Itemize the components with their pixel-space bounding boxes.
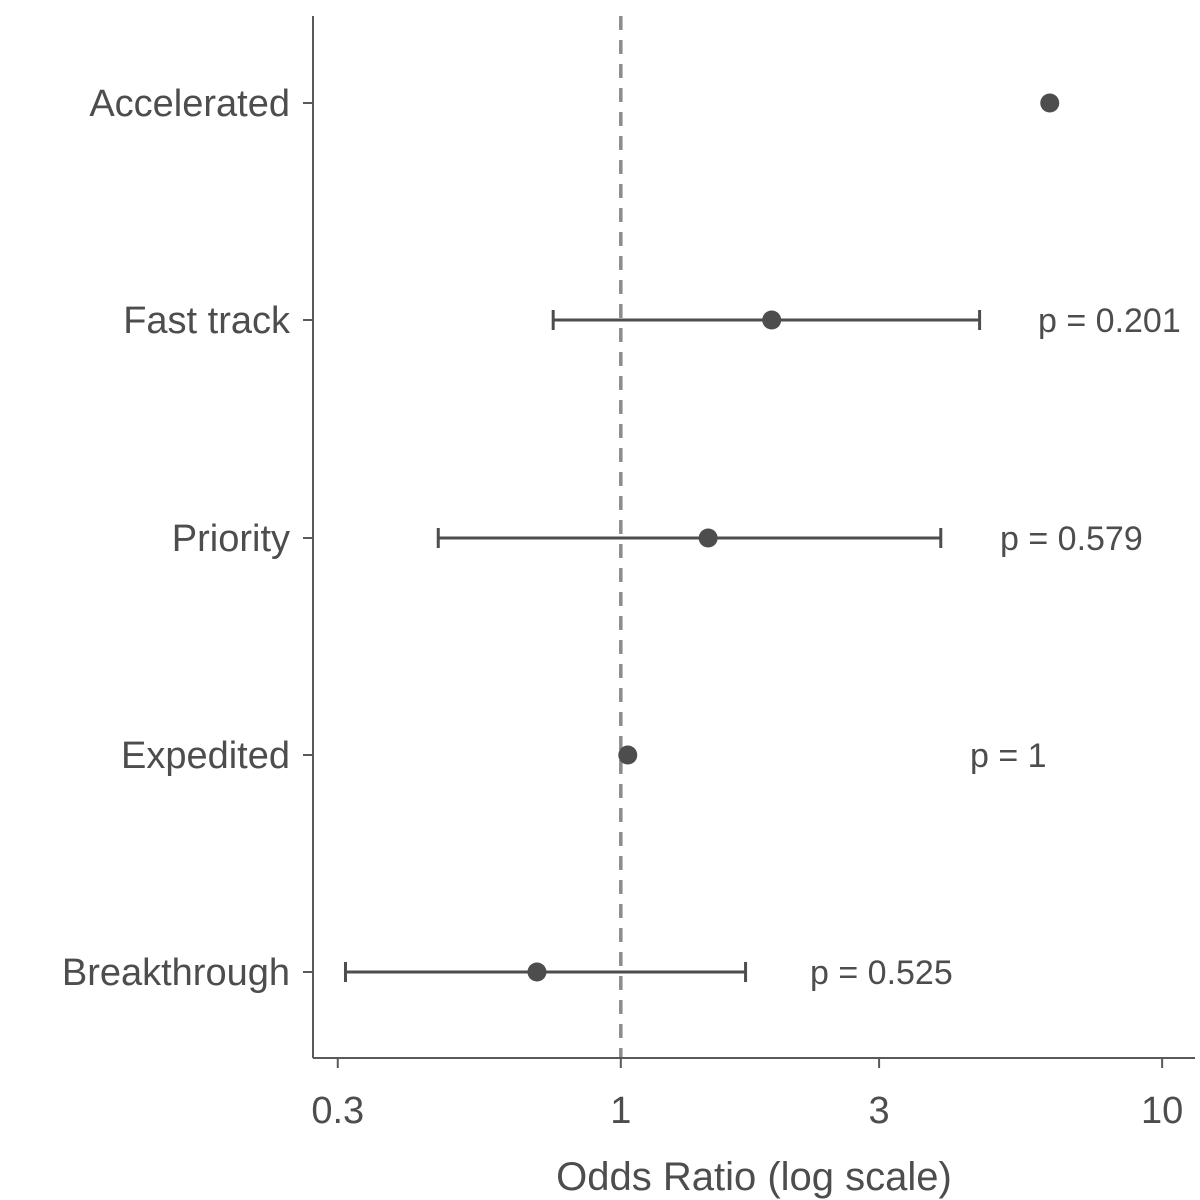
y-category-label: Fast track — [123, 300, 291, 342]
estimate-point — [527, 962, 547, 982]
x-tick-label: 0.3 — [311, 1090, 364, 1132]
estimate-point — [762, 310, 782, 330]
labels-layer: Accelerated Fast track p = 0.201 Priority p … — [62, 83, 1181, 994]
estimate-point — [1040, 93, 1060, 113]
estimate-point — [698, 528, 718, 548]
x-tick-label: 1 — [610, 1090, 631, 1132]
estimate-points-layer — [527, 93, 1060, 982]
y-category-label: Accelerated — [89, 83, 290, 125]
x-axis-title: Odds Ratio (log scale) — [556, 1155, 952, 1199]
p-value-label: p = 0.579 — [1000, 520, 1143, 558]
p-value-label: p = 0.201 — [1038, 302, 1181, 340]
confidence-intervals-layer — [343, 310, 982, 982]
y-category-label: Priority — [172, 518, 290, 560]
y-category-label: Breakthrough — [62, 952, 290, 994]
axes-layer: 0.3 1 3 10 — [303, 16, 1195, 1132]
y-category-label: Expedited — [121, 735, 290, 777]
p-value-label: p = 1 — [970, 737, 1047, 775]
x-tick-label: 10 — [1141, 1090, 1183, 1132]
p-value-label: p = 0.525 — [810, 954, 953, 992]
x-tick-label: 3 — [869, 1090, 890, 1132]
estimate-point — [618, 745, 638, 765]
